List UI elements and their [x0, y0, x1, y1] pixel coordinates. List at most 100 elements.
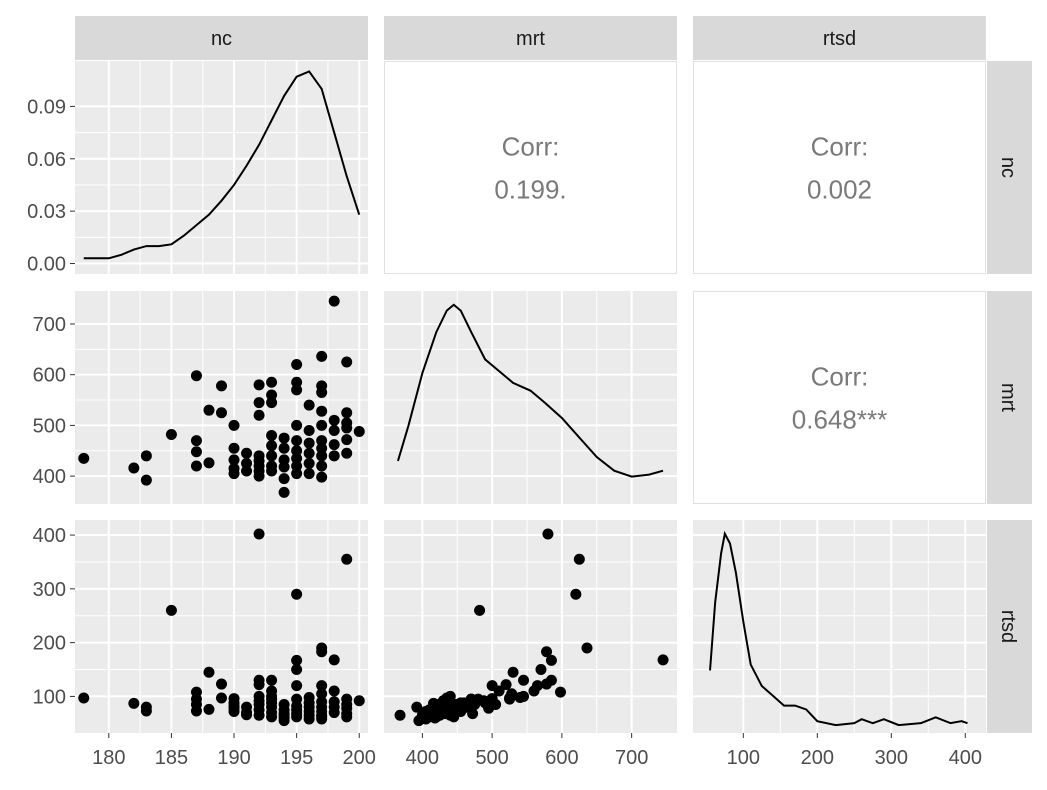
- x-tick-label: 185: [155, 747, 188, 769]
- scatter-point: [460, 701, 472, 713]
- scatter-point: [190, 370, 202, 382]
- corr-panel-nc-mrt: [384, 61, 677, 274]
- scatter-point: [140, 474, 152, 486]
- scatter-point: [128, 462, 140, 474]
- x-tick-label: 195: [280, 747, 313, 769]
- scatter-point: [448, 711, 460, 723]
- y-tick-label: 400: [33, 466, 66, 488]
- strip-top-rtsd: [693, 16, 986, 60]
- corr-panel-mrt-rtsd: [693, 291, 986, 504]
- y-tick-label: 400: [33, 525, 66, 547]
- scatter-point: [518, 674, 530, 686]
- y-tick-label: 200: [33, 633, 66, 655]
- scatter-point: [228, 419, 240, 431]
- scatter-point: [266, 389, 278, 401]
- scatter-point: [291, 452, 303, 464]
- scatter-point: [341, 407, 353, 419]
- scatter-point: [328, 424, 340, 436]
- corr-label: Corr:: [811, 132, 869, 162]
- strip-top-label-mrt: mrt: [516, 28, 545, 50]
- y-tick-label: 100: [33, 686, 66, 708]
- points-nc-mrt: [78, 295, 365, 498]
- corr-value: 0.199.: [494, 175, 566, 205]
- scatter-point: [303, 457, 315, 469]
- hgrid: [75, 534, 368, 698]
- scatter-point: [467, 708, 479, 720]
- scatter-point: [228, 454, 240, 466]
- scatter-point: [291, 588, 303, 600]
- scatter-point: [328, 654, 340, 666]
- strip-right-mrt: [987, 291, 1032, 504]
- scatter-point: [493, 685, 505, 697]
- y-tick-label: 500: [33, 415, 66, 437]
- scatter-point: [278, 461, 290, 473]
- y-tick-label: 0.09: [27, 96, 66, 118]
- y-tick-label: 0.06: [27, 149, 66, 171]
- scatter-point: [216, 407, 227, 419]
- strip-top-label-rtsd: rtsd: [823, 28, 856, 50]
- scatter-point: [190, 435, 202, 447]
- scatter-point: [266, 450, 278, 462]
- panel-density-nc: [75, 61, 368, 274]
- scatter-point: [216, 678, 227, 690]
- scatter-point: [266, 397, 278, 409]
- scatter-point: [278, 473, 290, 485]
- scatter-point: [316, 435, 328, 447]
- scatter-point: [541, 646, 553, 658]
- scatter-point: [303, 399, 315, 411]
- x-tick-label: 600: [545, 747, 578, 769]
- scatter-point: [328, 450, 340, 462]
- scatter-point: [303, 424, 315, 436]
- scatter-point: [328, 707, 340, 719]
- strip-right-nc: [987, 61, 1032, 274]
- scatter-point: [535, 664, 547, 676]
- scatter-point: [241, 709, 253, 721]
- scatter-point: [570, 588, 582, 600]
- scatter-point: [241, 457, 253, 469]
- strip-right-label-mrt: mrt: [997, 383, 1019, 412]
- x-tick-label: 200: [801, 747, 834, 769]
- scatter-point: [341, 434, 353, 446]
- scatter-point: [190, 446, 202, 458]
- scatter-point: [415, 713, 427, 725]
- scatter-point: [394, 709, 406, 721]
- points-nc-rtsd: [78, 528, 365, 727]
- scatter-point: [140, 450, 152, 462]
- vgrid: [107, 61, 361, 274]
- scatter-point: [573, 553, 585, 565]
- strip-right-rtsd: [987, 520, 1032, 733]
- scatter-point: [228, 468, 240, 480]
- scatter-point: [514, 692, 526, 703]
- corr-label: Corr:: [502, 132, 560, 162]
- x-tick-label: 180: [92, 747, 125, 769]
- scatter-point: [253, 470, 265, 482]
- scatter-point: [266, 674, 278, 686]
- scatter-point: [291, 359, 303, 371]
- scatter-point: [291, 384, 303, 396]
- y-tick-label: 600: [33, 365, 66, 387]
- scatter-point: [291, 654, 303, 666]
- scatter-point: [316, 386, 328, 398]
- scatter-point: [266, 440, 278, 452]
- scatter-point: [316, 419, 328, 431]
- strip-top-nc: [75, 16, 368, 60]
- strip-right-label-rtsd: rtsd: [997, 610, 1019, 643]
- scatter-point: [216, 380, 227, 392]
- y-tick-label: 0.00: [27, 254, 66, 276]
- scatter-point: [303, 437, 315, 449]
- corr-value: 0.648***: [792, 405, 887, 435]
- scatter-point: [190, 705, 202, 717]
- scatter-point: [478, 695, 490, 707]
- scatter-point: [278, 442, 290, 454]
- scatter-point: [253, 409, 265, 421]
- scatter-point: [228, 705, 240, 717]
- scatter-point: [542, 528, 554, 540]
- scatter-point: [253, 679, 265, 691]
- scatter-point: [291, 460, 303, 472]
- scatter-point: [266, 711, 278, 723]
- hgrid: [384, 534, 677, 698]
- scatter-point: [228, 442, 240, 454]
- scatter-point: [411, 701, 423, 713]
- scatter-point: [554, 686, 566, 698]
